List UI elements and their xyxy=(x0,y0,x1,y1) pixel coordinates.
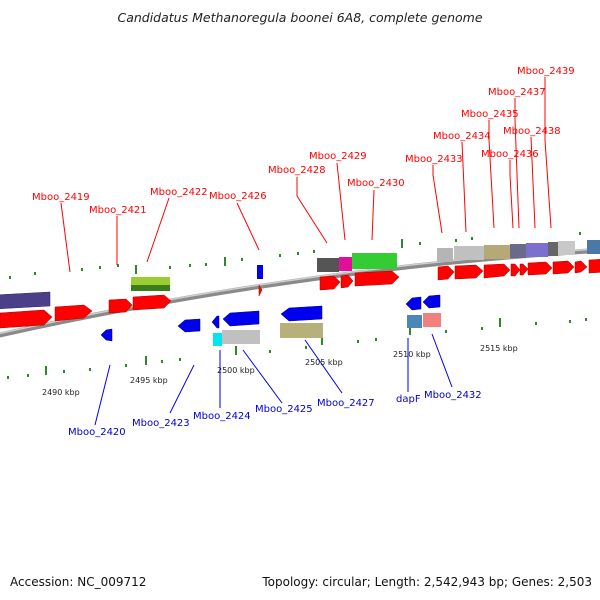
gene-label-top[interactable]: Mboo_2435 xyxy=(461,109,519,120)
gene-arrow[interactable] xyxy=(211,315,220,329)
top-leader-lines xyxy=(60,77,552,273)
gene-label-top[interactable]: Mboo_2421 xyxy=(89,205,147,216)
gene-arrow[interactable] xyxy=(552,260,575,275)
gene-arrow[interactable] xyxy=(437,265,455,281)
gene-arrow[interactable] xyxy=(280,305,323,322)
gene-arrow[interactable] xyxy=(340,274,354,289)
tick-label: 2490 kbp xyxy=(42,388,80,397)
gene-label-bottom[interactable]: Mboo_2432 xyxy=(424,390,482,401)
feature-track-upper[interactable] xyxy=(0,240,600,309)
feature-mboo-2425-box[interactable] xyxy=(222,330,260,344)
gene-label-top[interactable]: Mboo_2426 xyxy=(209,191,267,202)
gene-arrow[interactable] xyxy=(100,328,113,342)
feature-mboo-2437-box[interactable] xyxy=(526,243,548,257)
feature-mboo-2418[interactable] xyxy=(0,291,51,309)
gene-arrow[interactable] xyxy=(588,259,600,274)
bottom-gene-labels: Mboo_2420 Mboo_2423 Mboo_2424 Mboo_2425 … xyxy=(68,390,482,438)
gene-label-bottom[interactable]: dapF xyxy=(396,394,421,405)
gene-label-bottom[interactable]: Mboo_2424 xyxy=(193,411,251,422)
gene-arrow[interactable] xyxy=(132,294,172,311)
gene-arrow[interactable] xyxy=(222,310,260,327)
gene-arrow[interactable] xyxy=(422,294,441,309)
accession-text: Accession: NC_009712 xyxy=(10,575,147,589)
gene-arrow[interactable] xyxy=(319,275,341,291)
gene-arrow[interactable] xyxy=(454,264,484,280)
gene-label-top[interactable]: Mboo_2439 xyxy=(517,66,575,77)
upper-tick-row xyxy=(9,232,581,279)
tick-label: 2495 kbp xyxy=(130,376,168,385)
gene-arrow[interactable] xyxy=(405,296,422,311)
gene-label-top[interactable]: Mboo_2430 xyxy=(347,178,405,189)
feature-mboo-2434-box[interactable] xyxy=(454,246,484,260)
feature-mboo-2438-box[interactable] xyxy=(548,242,558,256)
feature-mboo-2422-box2[interactable] xyxy=(131,285,170,291)
gene-arrow[interactable] xyxy=(108,298,133,314)
feature-mboo-2432-box[interactable] xyxy=(423,313,441,327)
gene-label-top[interactable]: Mboo_2436 xyxy=(481,149,539,160)
gene-label-top[interactable]: Mboo_2438 xyxy=(503,126,561,137)
feature-mboo-2429-box[interactable] xyxy=(339,257,352,271)
gene-arrow[interactable] xyxy=(510,263,521,277)
gene-label-bottom[interactable]: Mboo_2420 xyxy=(68,427,126,438)
forward-strand-genes[interactable] xyxy=(0,259,600,329)
feature-mboo-2422-box[interactable] xyxy=(131,277,170,285)
reverse-strand-boxes[interactable] xyxy=(213,313,441,346)
gene-label-bottom[interactable]: Mboo_2427 xyxy=(317,398,375,409)
feature-dapf-box[interactable] xyxy=(407,315,422,328)
feature-mboo-2430-box[interactable] xyxy=(352,253,397,269)
tick-label: 2500 kbp xyxy=(217,366,255,375)
gene-arrow[interactable] xyxy=(0,309,53,329)
lower-tick-row xyxy=(7,318,587,379)
feature-next-box[interactable] xyxy=(587,240,600,254)
bottom-leader-lines xyxy=(94,333,453,426)
feature-mboo-2436-box[interactable] xyxy=(510,244,526,258)
gene-label-top[interactable]: Mboo_2422 xyxy=(150,187,208,198)
gene-arrow[interactable] xyxy=(527,261,553,276)
gene-label-bottom[interactable]: Mboo_2423 xyxy=(132,418,190,429)
gene-label-top[interactable]: Mboo_2433 xyxy=(405,154,463,165)
gene-arrow[interactable] xyxy=(354,270,400,287)
gene-label-top[interactable]: Mboo_2419 xyxy=(32,192,90,203)
gene-label-top[interactable]: Mboo_2428 xyxy=(268,165,326,176)
genome-title: Candidatus Methanoregula boonei 6A8, com… xyxy=(117,10,483,25)
feature-mboo-2433-box[interactable] xyxy=(437,248,453,262)
feature-mboo-2435-box[interactable] xyxy=(484,245,510,259)
top-gene-labels: Mboo_2419 Mboo_2421 Mboo_2422 Mboo_2426 … xyxy=(32,66,575,216)
gene-label-bottom[interactable]: Mboo_2425 xyxy=(255,404,313,415)
tick-label: 2510 kbp xyxy=(393,350,431,359)
gene-arrow[interactable] xyxy=(519,263,529,276)
gene-label-top[interactable]: Mboo_2437 xyxy=(488,87,546,98)
gene-label-top[interactable]: Mboo_2429 xyxy=(309,151,367,162)
feature-mboo-2424-box[interactable] xyxy=(213,333,222,346)
gene-arrow[interactable] xyxy=(574,260,588,274)
topology-summary: Topology: circular; Length: 2,542,943 bp… xyxy=(262,575,592,589)
feature-mboo-2428-box[interactable] xyxy=(317,258,339,272)
gene-arrow[interactable] xyxy=(483,263,511,279)
gene-arrow[interactable] xyxy=(177,318,201,333)
genome-backbone-highlight xyxy=(0,248,600,335)
feature-mboo-2426-small[interactable] xyxy=(257,265,263,279)
tick-label: 2515 kbp xyxy=(480,344,518,353)
tick-label: 2505 kbp xyxy=(305,358,343,367)
gene-arrow[interactable] xyxy=(54,304,93,322)
feature-mboo-2439-box[interactable] xyxy=(558,241,575,255)
feature-mboo-2427-box[interactable] xyxy=(280,323,323,338)
gene-arrow[interactable] xyxy=(258,284,263,297)
gene-label-top[interactable]: Mboo_2434 xyxy=(433,131,491,142)
reverse-strand-genes[interactable] xyxy=(100,294,441,342)
